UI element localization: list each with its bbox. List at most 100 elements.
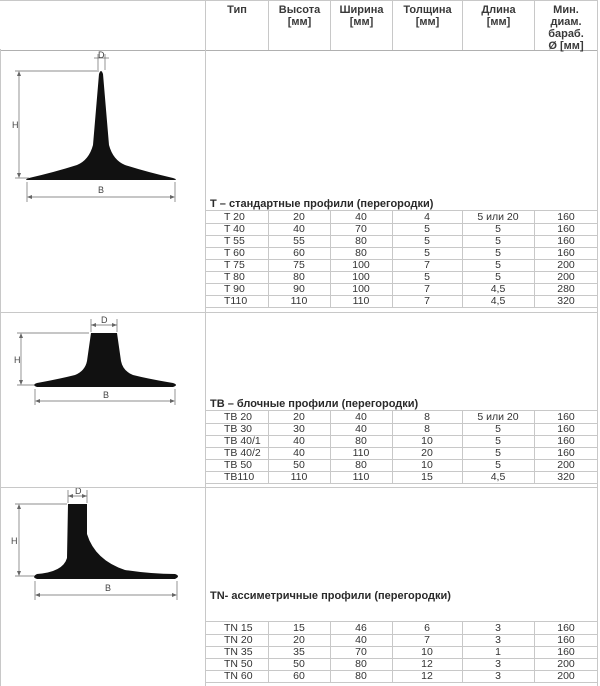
cell-length: 3 bbox=[495, 658, 501, 670]
table-row: T 60 60 80 5 5 160 bbox=[206, 247, 598, 259]
cell-height: 40 bbox=[293, 435, 305, 447]
cell-drum-diameter: 280 bbox=[557, 283, 575, 295]
cell-height: 55 bbox=[293, 235, 305, 247]
b-label: B bbox=[105, 583, 111, 593]
cell-thickness: 7 bbox=[424, 634, 430, 646]
cell-length: 5 bbox=[495, 259, 501, 271]
cell-height: 35 bbox=[293, 646, 305, 658]
frame-divider bbox=[205, 49, 206, 686]
cell-width: 80 bbox=[355, 658, 367, 670]
t-profile-drawing: H D B bbox=[12, 50, 176, 202]
cell-type: TB110 bbox=[224, 471, 255, 483]
section-title-tb: TB – блочные профили (перегородки) bbox=[210, 398, 419, 410]
cell-drum-diameter: 160 bbox=[557, 634, 575, 646]
table-row: T 75 75 100 7 5 200 bbox=[206, 259, 598, 271]
cell-width: 110 bbox=[352, 295, 370, 307]
section-separator-2 bbox=[0, 487, 598, 488]
section-0-top-rule bbox=[205, 210, 598, 211]
cell-height: 80 bbox=[293, 271, 305, 283]
tn-profile-drawing: D H B bbox=[11, 488, 178, 600]
column-rule bbox=[268, 621, 269, 682]
cell-drum-diameter: 160 bbox=[557, 447, 575, 459]
cell-type: T 90 bbox=[224, 283, 245, 295]
cell-height: 20 bbox=[293, 211, 305, 223]
table-row: TB 20 20 40 8 5 или 20 160 bbox=[206, 411, 598, 423]
column-rule bbox=[330, 210, 331, 307]
row-rule bbox=[205, 259, 598, 260]
cell-type: T 55 bbox=[224, 235, 245, 247]
cell-drum-diameter: 160 bbox=[557, 646, 575, 658]
cell-length: 5 bbox=[495, 271, 501, 283]
row-rule bbox=[205, 283, 598, 284]
table-row: TB 30 30 40 8 5 160 bbox=[206, 423, 598, 435]
column-rule bbox=[462, 621, 463, 682]
cell-type: TN 60 bbox=[224, 670, 253, 682]
cell-width: 100 bbox=[352, 283, 370, 295]
header-length: Длина [мм] bbox=[462, 1, 534, 50]
cell-type: TN 35 bbox=[224, 646, 253, 658]
section-separator-1 bbox=[0, 312, 598, 313]
cell-height: 60 bbox=[293, 247, 305, 259]
row-rule bbox=[205, 307, 598, 308]
cell-type: TB 50 bbox=[224, 459, 253, 471]
cell-type: TB 20 bbox=[224, 411, 253, 423]
cell-thickness: 6 bbox=[424, 622, 430, 634]
cell-width: 46 bbox=[355, 622, 367, 634]
cell-length: 1 bbox=[495, 646, 501, 658]
section-title-t: T – стандартные профили (перегородки) bbox=[210, 198, 434, 210]
cell-width: 100 bbox=[352, 259, 370, 271]
cell-length: 4,5 bbox=[490, 471, 506, 483]
table-row: T 40 40 70 5 5 160 bbox=[206, 223, 598, 235]
cell-width: 100 bbox=[352, 271, 370, 283]
cell-drum-diameter: 200 bbox=[557, 459, 575, 471]
cell-drum-diameter: 320 bbox=[557, 471, 575, 483]
column-rule bbox=[268, 210, 269, 307]
cell-type: TN 20 bbox=[224, 634, 253, 646]
cell-drum-diameter: 200 bbox=[557, 271, 575, 283]
cell-width: 110 bbox=[352, 447, 370, 459]
cell-type: TB 30 bbox=[224, 423, 253, 435]
row-rule bbox=[205, 634, 598, 635]
row-rule bbox=[205, 670, 598, 671]
cell-length: 5 bbox=[495, 223, 501, 235]
table-row: TN 20 20 40 7 3 160 bbox=[206, 634, 598, 646]
cell-thickness: 8 bbox=[424, 423, 430, 435]
cell-length: 3 bbox=[495, 634, 501, 646]
cell-type: TN 15 bbox=[224, 622, 253, 634]
cell-type: T110 bbox=[224, 295, 248, 307]
section-title-tn: TN- ассиметричные профили (перегородки) bbox=[210, 590, 451, 602]
cell-drum-diameter: 160 bbox=[557, 423, 575, 435]
section-2-top-rule bbox=[205, 621, 598, 622]
cell-type: T 60 bbox=[224, 247, 245, 259]
table-header: Тип Высота [мм] Ширина [мм] Толщина [мм] Дл… bbox=[0, 0, 598, 52]
cell-height: 110 bbox=[290, 471, 308, 483]
cell-thickness: 7 bbox=[424, 259, 430, 271]
table-row: TB 40/2 40 110 20 5 160 bbox=[206, 447, 598, 459]
column-rule bbox=[392, 210, 393, 307]
cell-height: 30 bbox=[293, 423, 305, 435]
row-rule bbox=[205, 646, 598, 647]
tb-profile-drawing: D H B bbox=[14, 315, 176, 405]
cell-height: 20 bbox=[293, 634, 305, 646]
table-row: TN 50 50 80 12 3 200 bbox=[206, 658, 598, 670]
cell-thickness: 12 bbox=[421, 658, 433, 670]
cell-thickness: 5 bbox=[424, 271, 430, 283]
cell-thickness: 7 bbox=[424, 283, 430, 295]
cell-length: 5 bbox=[495, 435, 501, 447]
header-thickness: Толщина [мм] bbox=[392, 1, 462, 50]
row-rule bbox=[205, 447, 598, 448]
frame-right bbox=[597, 0, 598, 686]
header-type: Тип bbox=[205, 1, 268, 50]
cell-length: 5 bbox=[495, 235, 501, 247]
cell-width: 80 bbox=[355, 235, 367, 247]
column-rule bbox=[330, 410, 331, 483]
cell-length: 3 bbox=[495, 670, 501, 682]
cell-drum-diameter: 200 bbox=[557, 658, 575, 670]
h-label: H bbox=[11, 536, 18, 546]
row-rule bbox=[205, 483, 598, 484]
column-rule bbox=[330, 621, 331, 682]
cell-drum-diameter: 160 bbox=[557, 435, 575, 447]
cell-thickness: 12 bbox=[421, 670, 433, 682]
table-row: TN 60 60 80 12 3 200 bbox=[206, 670, 598, 682]
